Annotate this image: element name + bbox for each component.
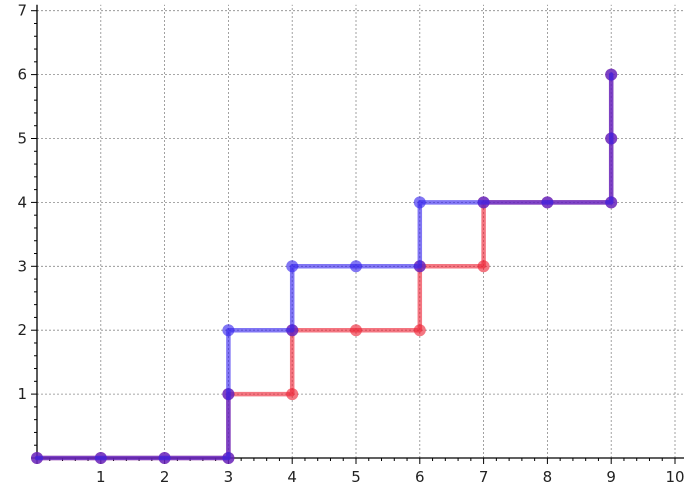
y-tick-label: 2 [17, 321, 27, 339]
data-point [350, 324, 362, 337]
data-point [94, 452, 107, 464]
data-point [350, 260, 362, 273]
x-tick-label: 2 [160, 468, 170, 486]
x-tick-label: 4 [287, 468, 297, 486]
data-point [31, 452, 43, 464]
data-point [286, 388, 299, 401]
x-tick-label: 8 [543, 468, 553, 486]
data-point [477, 196, 490, 209]
y-tick-label: 5 [17, 130, 27, 148]
data-point [158, 452, 171, 464]
series-paths [31, 68, 618, 464]
data-point [286, 260, 299, 273]
y-tick-label: 3 [17, 257, 27, 275]
y-tick-label: 6 [17, 66, 27, 84]
data-point [605, 196, 618, 209]
y-tick-label: 7 [17, 2, 27, 20]
x-tick-label: 3 [224, 468, 234, 486]
data-point [222, 452, 235, 464]
tick-labels: 1 2 3 4 5 6 7 8 9 10 1 2 3 4 5 6 7 [17, 2, 684, 486]
x-tick-label: 5 [351, 468, 361, 486]
x-tick-label: 10 [665, 468, 684, 486]
data-point [413, 324, 426, 337]
data-point [605, 68, 618, 81]
y-tick-label: 4 [17, 193, 27, 211]
x-tick-label: 9 [606, 468, 616, 486]
data-point [605, 132, 618, 145]
data-point [541, 196, 554, 209]
data-point [222, 324, 235, 337]
data-point [413, 260, 426, 273]
x-tick-label: 7 [479, 468, 489, 486]
data-point [222, 388, 235, 401]
grid-lines [37, 4, 684, 458]
axes [31, 4, 684, 464]
data-point [477, 260, 490, 273]
series-2 [31, 68, 618, 464]
y-tick-label: 1 [17, 385, 27, 403]
series-line [34, 72, 614, 461]
data-point [286, 324, 299, 337]
x-tick-label: 6 [415, 468, 425, 486]
x-tick-label: 1 [96, 468, 106, 486]
data-point [413, 196, 426, 209]
